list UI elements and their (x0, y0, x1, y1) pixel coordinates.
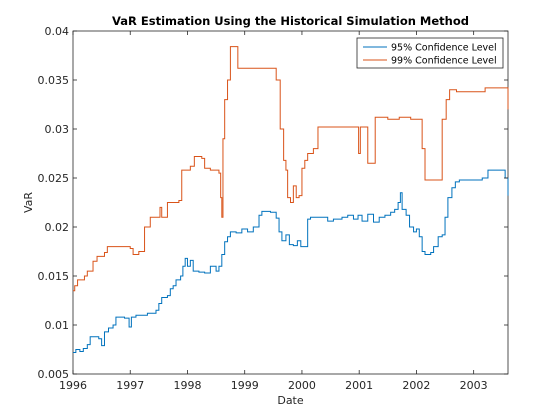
y-tick-label: 0.02 (45, 221, 70, 234)
y-axis: 0.005 0.01 0.015 0.02 0.025 0.03 0.035 0.04 (38, 25, 508, 381)
x-tick-label: 2001 (345, 379, 373, 392)
y-tick-label: 0.04 (45, 25, 70, 38)
y-tick-label: 0.025 (38, 172, 70, 185)
series-layer (73, 46, 509, 353)
x-tick-label: 1996 (59, 379, 87, 392)
x-tick-label: 2002 (402, 379, 430, 392)
y-tick-label: 0.035 (38, 74, 70, 87)
series-line-confidence-95 (73, 169, 509, 353)
chart-title: VaR Estimation Using the Historical Simu… (112, 14, 469, 28)
legend-label: 99% Confidence Level (391, 56, 497, 67)
y-axis-label: VaR (22, 192, 35, 213)
x-tick-label: 2003 (460, 379, 488, 392)
x-tick-label: 2000 (288, 379, 316, 392)
legend-box (356, 37, 504, 69)
x-axis-label: Date (277, 394, 304, 407)
x-axis: 1996 1997 1998 1999 2000 2001 2002 2003 (59, 31, 488, 392)
x-tick-label: 1997 (116, 379, 144, 392)
y-tick-label: 0.01 (45, 319, 70, 332)
y-tick-label: 0.005 (38, 368, 70, 381)
x-tick-label: 1998 (173, 379, 201, 392)
y-tick-label: 0.015 (38, 270, 70, 283)
y-tick-label: 0.03 (45, 123, 70, 136)
series-line-confidence-99 (73, 46, 509, 292)
legend-label: 95% Confidence Level (391, 43, 497, 54)
x-tick-label: 1999 (231, 379, 259, 392)
legend: 95% Confidence Level 99% Confidence Level (356, 37, 504, 69)
